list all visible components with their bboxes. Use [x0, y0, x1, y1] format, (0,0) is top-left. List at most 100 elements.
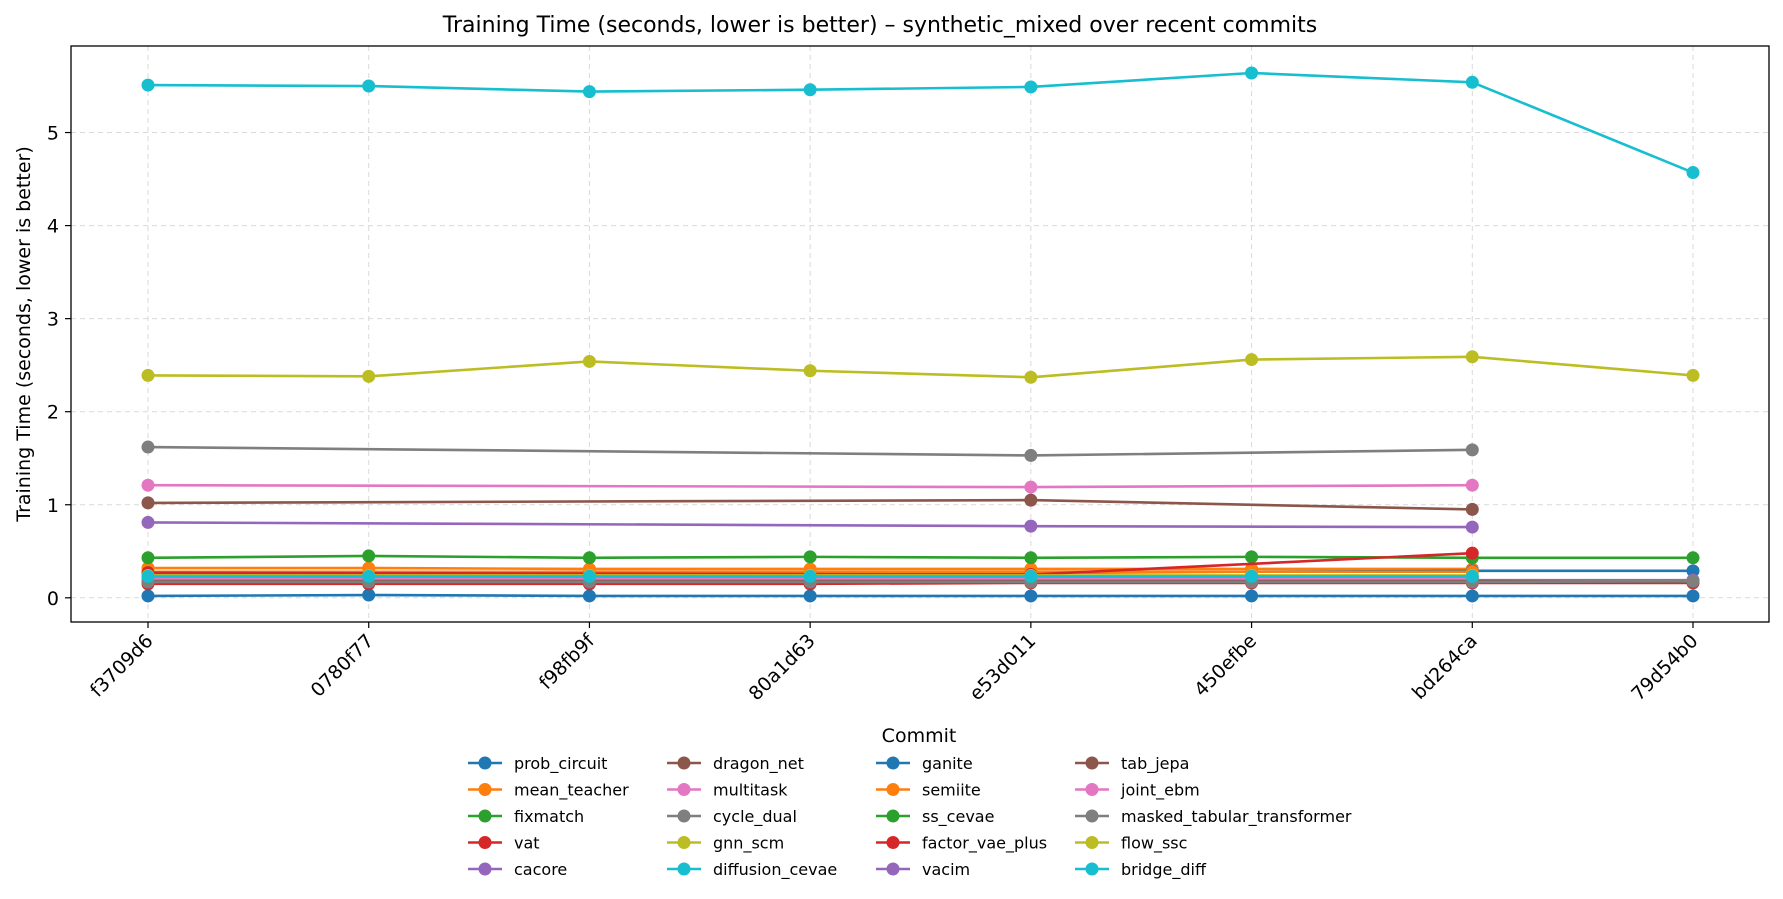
- series-line: [148, 579, 1694, 584]
- legend-item: gnn_scm: [667, 834, 784, 854]
- data-point: [1465, 520, 1479, 534]
- legend-item: bridge_diff: [1075, 860, 1207, 880]
- legend-swatch-marker: [677, 756, 691, 770]
- legend-label: ss_cevae: [922, 807, 994, 827]
- data-point: [1024, 370, 1038, 384]
- legend-label: cacore: [514, 860, 567, 879]
- series-line: [147, 593, 1693, 598]
- legend-label: mean_teacher: [514, 781, 629, 801]
- legend-item: masked_tabular_transformer: [1075, 807, 1352, 827]
- data-point: [803, 550, 817, 564]
- series-line: [147, 554, 1693, 560]
- x-axis-ticks: f3709d6 0780f77 f98fb9f 80a1d63 e53d011 450ef…: [86, 622, 1703, 705]
- data-point: [141, 569, 155, 583]
- legend-item: mean_teacher: [468, 781, 629, 801]
- legend-item: ganite: [876, 754, 973, 773]
- x-tick-label: 80a1d63: [745, 630, 820, 705]
- legend-item: cycle_dual: [667, 807, 797, 827]
- legend-swatch-marker: [1085, 783, 1099, 796]
- legend-item: cacore: [468, 860, 567, 879]
- legend-swatch-marker: [478, 809, 492, 823]
- y-tick-label: 1: [47, 495, 59, 517]
- data-point: [141, 78, 155, 92]
- legend-swatch-marker: [886, 862, 900, 876]
- x-tick-label: f98fb9f: [535, 629, 600, 694]
- data-point: [1465, 443, 1479, 457]
- data-point: [1024, 589, 1038, 603]
- data-point: [1465, 478, 1479, 492]
- legend-swatch-marker: [1085, 809, 1099, 823]
- data-point: [141, 478, 155, 492]
- series-bridge_diff: [141, 569, 1479, 583]
- series-fixmatch: [141, 549, 1700, 565]
- data-point: [803, 569, 817, 583]
- legend-item: dragon_net: [667, 754, 804, 774]
- data-point: [141, 515, 155, 529]
- data-point: [1465, 589, 1479, 603]
- data-point: [582, 551, 596, 565]
- y-tick-label: 2: [47, 402, 59, 424]
- data-point: [362, 588, 376, 602]
- data-point: [141, 368, 155, 382]
- data-point: [362, 369, 376, 383]
- data-point: [1024, 493, 1038, 507]
- legend-swatch-marker: [677, 862, 691, 876]
- data-point: [362, 549, 376, 563]
- data-point: [1686, 551, 1700, 565]
- data-point: [141, 496, 155, 510]
- legend-label: joint_ebm: [1120, 781, 1200, 801]
- legend-label: multitask: [713, 781, 788, 800]
- series-gnn_scm: [141, 350, 1700, 384]
- series-cycle_dual: [141, 440, 1479, 462]
- y-tick-label: 5: [47, 123, 59, 145]
- data-point: [1245, 550, 1259, 564]
- series-lines: [141, 66, 1700, 603]
- data-point: [1024, 551, 1038, 565]
- legend-item: ss_cevae: [876, 807, 994, 827]
- legend-swatch-marker: [1085, 862, 1099, 876]
- data-point: [1465, 502, 1479, 516]
- y-axis-label: Training Time (seconds, lower is better): [13, 146, 35, 522]
- data-point: [582, 569, 596, 583]
- legend-label: vat: [514, 834, 540, 853]
- legend-label: flow_ssc: [1121, 834, 1187, 854]
- x-tick-label: 450efbe: [1190, 630, 1261, 701]
- series-multitask: [141, 478, 1479, 494]
- legend-label: tab_jepa: [1121, 754, 1189, 774]
- legend-swatch-marker: [886, 836, 900, 849]
- data-point: [803, 589, 817, 603]
- data-point: [582, 589, 596, 603]
- plot-frame: [70, 45, 1770, 623]
- x-tick-label: 79d54b0: [1627, 630, 1702, 705]
- series-cacore: [141, 515, 1479, 534]
- data-point: [1686, 589, 1700, 603]
- legend-label: ganite: [922, 754, 973, 773]
- legend-item: prob_circuit: [468, 754, 607, 774]
- data-point: [141, 440, 155, 454]
- legend-swatch-marker: [1085, 756, 1099, 770]
- data-point: [1686, 368, 1700, 382]
- series-prob_circuit: [141, 588, 1700, 603]
- legend-item: diffusion_cevae: [667, 860, 837, 880]
- series-line: [147, 71, 1694, 174]
- chart-title: Training Time (seconds, lower is better)…: [442, 13, 1317, 38]
- legend-swatch-marker: [1085, 836, 1099, 849]
- data-point: [803, 364, 817, 378]
- data-point: [582, 85, 596, 99]
- legend-swatch-marker: [677, 783, 691, 796]
- data-point: [1686, 564, 1700, 578]
- y-tick-label: 0: [47, 588, 59, 610]
- legend-item: multitask: [667, 781, 788, 800]
- data-point: [1465, 75, 1479, 89]
- legend-item: vat: [468, 834, 540, 853]
- data-point: [803, 83, 817, 97]
- legend-label: prob_circuit: [514, 754, 607, 774]
- legend-swatch-marker: [886, 783, 900, 796]
- y-tick-label: 4: [47, 216, 59, 238]
- legend-label: dragon_net: [713, 754, 804, 774]
- data-point: [1465, 350, 1479, 364]
- x-tick-label: f3709d6: [86, 630, 158, 702]
- series-line: [147, 355, 1694, 379]
- legend-item: factor_vae_plus: [876, 834, 1047, 854]
